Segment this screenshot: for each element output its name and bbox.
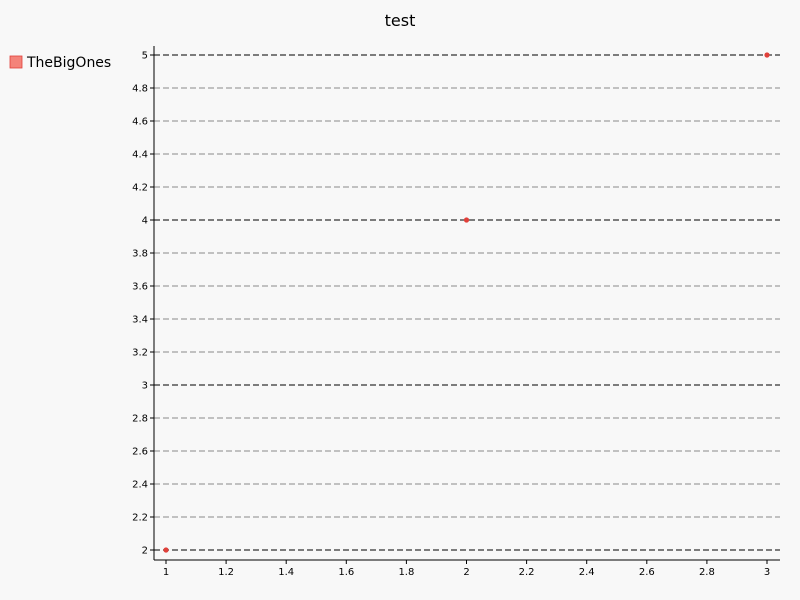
y-tick-label-14: 4.8 [132,84,148,95]
y-tick-label-4: 2.8 [132,414,148,425]
x-tick-label-7: 2.4 [579,567,595,578]
x-tick-label-2: 1.4 [278,567,294,578]
x-tick-label-5: 2 [463,567,469,578]
y-tick-label-15: 5 [142,51,148,62]
legend-swatch-thebigones [9,55,23,69]
y-tick-label-9: 3.8 [132,249,148,260]
x-tick-label-8: 2.6 [639,567,655,578]
y-tick-label-11: 4.2 [132,183,148,194]
axes [153,46,780,561]
y-tick-label-10: 4 [142,216,148,227]
x-tick-label-4: 1.8 [398,567,414,578]
data-points [163,52,770,553]
chart-title: test [385,11,416,30]
x-tick-label-6: 2.2 [519,567,535,578]
legend[interactable]: TheBigOnes [9,55,111,71]
y-tick-label-5: 3 [142,381,148,392]
y-tick-label-6: 3.2 [132,348,148,359]
y-tick-label-3: 2.6 [132,447,148,458]
y-tick-label-1: 2.2 [132,513,148,524]
data-point-0-1[interactable] [463,217,470,223]
y-tick-label-13: 4.6 [132,117,148,128]
y-tick-label-12: 4.4 [132,150,148,161]
x-tick-label-3: 1.6 [338,567,354,578]
x-tick-label-0: 1 [163,567,169,578]
data-point-0-2[interactable] [764,52,770,58]
y-tick-label-2: 2.4 [132,480,148,491]
y-tick-label-8: 3.6 [132,282,148,293]
x-tick-label-10: 3 [764,567,770,578]
x-tick-label-9: 2.8 [699,567,715,578]
y-tick-label-0: 2 [142,546,148,557]
tick-labels: 2 2.2 2.4 2.6 2.8 3 3.2 3.4 3.6 3.8 4 4.2 4.4 4.6 4.8 5… [132,51,770,579]
grid-lines [154,54,780,551]
legend-label-thebigones: TheBigOnes [26,55,111,71]
data-point-0-0[interactable] [163,547,169,553]
y-tick-label-7: 3.4 [132,315,148,326]
x-tick-label-1: 1.2 [218,567,234,578]
